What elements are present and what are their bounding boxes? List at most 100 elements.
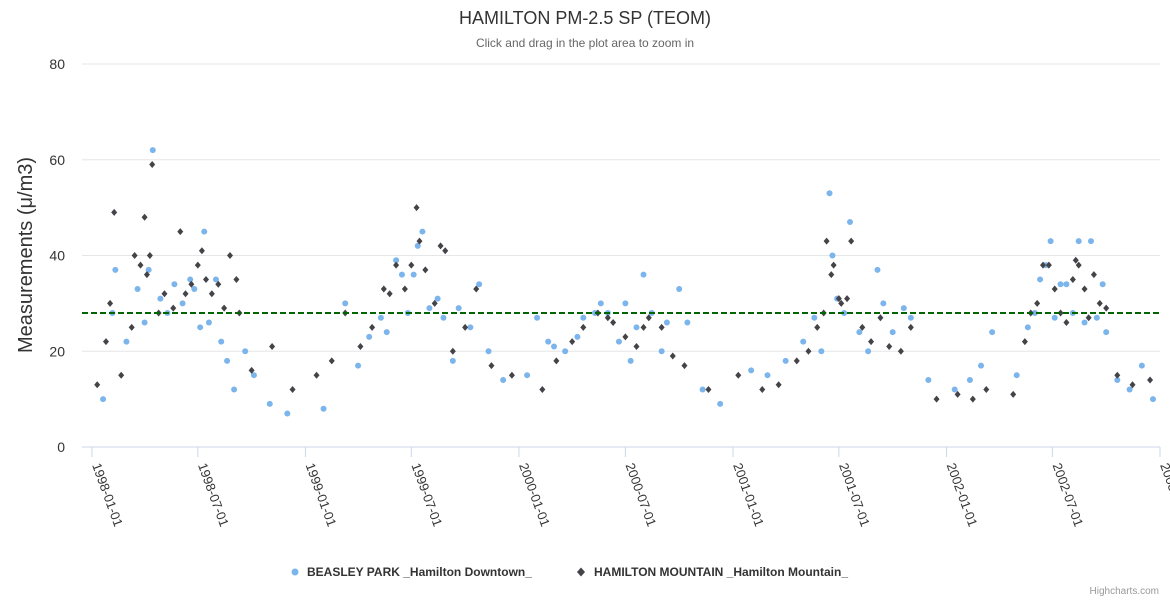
- series-1-point-80[interactable]: [865, 348, 872, 355]
- series-2-point-77[interactable]: [838, 299, 845, 307]
- series-1-point-21[interactable]: [242, 348, 249, 355]
- series-2-point-87[interactable]: [954, 390, 961, 398]
- series-1-point-82[interactable]: [880, 300, 887, 307]
- series-1-point-91[interactable]: [1013, 372, 1020, 379]
- series-2-point-2[interactable]: [107, 299, 114, 307]
- series-2-point-22[interactable]: [215, 280, 222, 288]
- series-2-point-52[interactable]: [553, 357, 560, 365]
- series-1-point-54[interactable]: [597, 300, 604, 307]
- series-2-point-8[interactable]: [141, 213, 148, 221]
- series-2-point-37[interactable]: [393, 261, 400, 269]
- series-2-point-45[interactable]: [442, 247, 449, 255]
- series-1-point-37[interactable]: [426, 305, 433, 312]
- series-1-point-77[interactable]: [841, 309, 848, 316]
- series-2-point-82[interactable]: [877, 314, 884, 322]
- series-2-point-70[interactable]: [805, 347, 812, 355]
- series-1-point-73[interactable]: [818, 348, 825, 355]
- series-2-point-31[interactable]: [328, 357, 335, 365]
- series-1-point-92[interactable]: [1024, 324, 1031, 331]
- series-2-point-91[interactable]: [1021, 338, 1028, 346]
- series-2-point-35[interactable]: [380, 285, 387, 293]
- series-2-point-86[interactable]: [933, 395, 940, 403]
- series-2-point-57[interactable]: [610, 319, 617, 327]
- series-1-point-13[interactable]: [191, 286, 198, 293]
- series-1-point-7[interactable]: [149, 147, 156, 154]
- series-1-point-6[interactable]: [145, 266, 152, 273]
- series-1-point-22[interactable]: [250, 372, 257, 379]
- series-1-point-2[interactable]: [112, 266, 119, 273]
- series-1-point-29[interactable]: [377, 314, 384, 321]
- series-2-point-19[interactable]: [198, 247, 205, 255]
- series-2-point-78[interactable]: [844, 295, 851, 303]
- series-2-point-28[interactable]: [269, 342, 276, 350]
- series-2-point-18[interactable]: [194, 261, 201, 269]
- series-1-point-40[interactable]: [449, 357, 456, 364]
- credits-link[interactable]: Highcharts.com: [1090, 586, 1159, 597]
- series-2-point-38[interactable]: [401, 285, 408, 293]
- series-1-point-64[interactable]: [676, 286, 683, 293]
- series-1-point-86[interactable]: [925, 376, 932, 383]
- series-1-point-99[interactable]: [1063, 281, 1070, 288]
- series-1-point-60[interactable]: [640, 271, 647, 278]
- series-2-point-109[interactable]: [1147, 376, 1154, 384]
- series-1-point-96[interactable]: [1047, 238, 1054, 245]
- series-1-point-39[interactable]: [440, 314, 447, 321]
- series-1-point-12[interactable]: [187, 276, 194, 283]
- series-2-point-104[interactable]: [1090, 271, 1097, 279]
- series-1-point-81[interactable]: [874, 266, 881, 273]
- series-1-point-42[interactable]: [467, 324, 474, 331]
- series-1-point-56[interactable]: [615, 338, 622, 345]
- series-1-point-46[interactable]: [524, 372, 531, 379]
- series-1-point-47[interactable]: [534, 314, 541, 321]
- legend-item-beasley-park[interactable]: BEASLEY PARK _Hamilton Downtown_: [291, 565, 533, 579]
- series-1-point-98[interactable]: [1057, 281, 1064, 288]
- series-1-point-20[interactable]: [231, 386, 238, 393]
- series-1-point-109[interactable]: [1138, 362, 1145, 369]
- series-1-point-31[interactable]: [393, 257, 400, 264]
- series-2-point-88[interactable]: [969, 395, 976, 403]
- series-1-point-43[interactable]: [476, 281, 483, 288]
- series-1-point-72[interactable]: [811, 314, 818, 321]
- series-2-point-103[interactable]: [1085, 314, 1092, 322]
- series-1-point-35[interactable]: [414, 242, 421, 249]
- series-2-point-60[interactable]: [640, 323, 647, 331]
- series-1-point-66[interactable]: [699, 386, 706, 393]
- series-2-point-23[interactable]: [221, 304, 228, 312]
- series-1-point-105[interactable]: [1099, 281, 1106, 288]
- series-2-point-44[interactable]: [437, 242, 444, 250]
- series-1-point-57[interactable]: [622, 300, 629, 307]
- series-2-point-61[interactable]: [645, 314, 652, 322]
- series-1-point-14[interactable]: [197, 324, 204, 331]
- series-2-point-7[interactable]: [137, 261, 144, 269]
- series-2-point-46[interactable]: [449, 347, 456, 355]
- series-1-point-58[interactable]: [627, 357, 634, 364]
- series-1-point-5[interactable]: [141, 319, 148, 326]
- series-1-point-51[interactable]: [574, 333, 581, 340]
- series-2-point-1[interactable]: [102, 338, 109, 346]
- series-2-point-58[interactable]: [622, 333, 629, 341]
- series-2-point-17[interactable]: [188, 280, 195, 288]
- series-1-point-62[interactable]: [658, 348, 665, 355]
- series-1-point-52[interactable]: [580, 314, 587, 321]
- series-1-point-63[interactable]: [663, 319, 670, 326]
- series-2-point-90[interactable]: [1010, 390, 1017, 398]
- series-2-point-9[interactable]: [143, 271, 150, 279]
- series-2-point-85[interactable]: [907, 323, 914, 331]
- series-1-point-17[interactable]: [212, 276, 219, 283]
- series-2-point-65[interactable]: [705, 386, 712, 394]
- series-2-point-40[interactable]: [413, 204, 420, 212]
- series-2-point-20[interactable]: [203, 275, 210, 283]
- series-1-point-34[interactable]: [410, 271, 417, 278]
- series-2-point-30[interactable]: [313, 371, 320, 379]
- series-1-point-68[interactable]: [748, 367, 755, 374]
- series-2-point-96[interactable]: [1051, 285, 1058, 293]
- series-1-point-38[interactable]: [434, 295, 441, 302]
- series-2-point-27[interactable]: [248, 366, 255, 374]
- series-1-point-32[interactable]: [398, 271, 405, 278]
- series-2-point-5[interactable]: [128, 323, 135, 331]
- series-2-point-63[interactable]: [669, 352, 676, 360]
- series-2-point-6[interactable]: [131, 252, 138, 259]
- series-2-point-83[interactable]: [886, 342, 893, 350]
